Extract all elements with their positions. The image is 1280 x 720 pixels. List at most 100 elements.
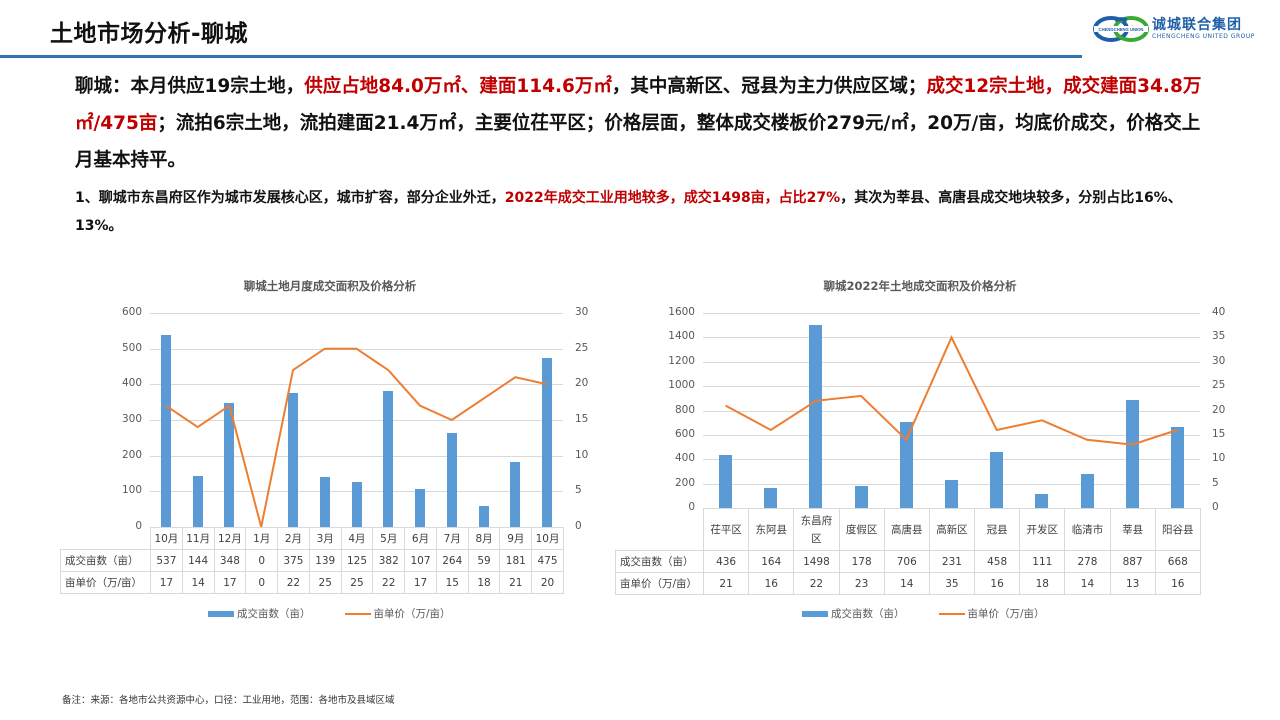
category-row: 10月 11月 12月 1月 2月 3月 4月 5月 6月 7月 8月 9月 10月	[60, 527, 564, 550]
value-cell: 436	[702, 550, 750, 573]
legend-item-area[interactable]: 成交亩数（亩）	[208, 606, 311, 621]
bar[interactable]	[224, 402, 235, 527]
value-cell: 348	[213, 549, 247, 572]
row-header: 亩单价（万/亩）	[615, 572, 704, 595]
interlocking-rings-logo-icon: CHENGCHENG UNION	[1093, 16, 1149, 42]
bar-swatch-icon	[802, 610, 828, 617]
bar[interactable]	[990, 452, 1004, 508]
value-cell: 178	[838, 550, 885, 573]
y-axis-tick-label: 0	[688, 501, 695, 513]
bar[interactable]	[1080, 474, 1094, 508]
value-cell: 125	[340, 549, 374, 572]
bar[interactable]	[542, 357, 553, 527]
category-cell: 东昌府区	[793, 508, 840, 551]
bar[interactable]	[764, 488, 778, 508]
value-cell: 475	[531, 549, 564, 572]
chart-legend: 成交亩数（亩） 亩单价（万/亩）	[208, 606, 479, 621]
value-cell: 21	[499, 571, 533, 594]
category-cell: 高新区	[928, 508, 976, 551]
gridline	[150, 455, 563, 457]
value-cell: 25	[308, 571, 342, 594]
value-cell: 14	[181, 571, 215, 594]
value-cell: 887	[1109, 550, 1156, 573]
gridline	[703, 459, 1200, 461]
page-title: 土地市场分析-聊城	[50, 21, 249, 47]
category-cell: 冠县	[974, 508, 1021, 551]
category-cell: 12月	[213, 527, 247, 550]
value-cell: 18	[467, 571, 501, 594]
value-cell: 59	[467, 549, 501, 572]
bar[interactable]	[319, 477, 330, 527]
bar-swatch-icon	[208, 610, 234, 617]
y2-axis-tick-label: 40	[1212, 306, 1226, 318]
bar[interactable]	[1170, 426, 1184, 508]
footnote: 备注：来源：各地市公共资源中心，口径：工业用地，范围：各地市及县域区域	[62, 695, 395, 706]
category-cell: 开发区	[1019, 508, 1066, 551]
row-header: 成交亩数（亩）	[60, 549, 151, 572]
value-cell: 35	[928, 572, 976, 595]
company-logo: CHENGCHENG UNION 诚城联合集团 CHENGCHENG UNITE…	[1092, 14, 1272, 46]
summary-highlight-supply: 供应占地84.0万㎡、建面114.6万㎡	[304, 76, 612, 97]
bar[interactable]	[415, 488, 426, 527]
row-header: 成交亩数（亩）	[615, 550, 704, 573]
value-cell: 111	[1019, 550, 1066, 573]
bar[interactable]	[719, 454, 733, 508]
gridline	[703, 361, 1200, 363]
value-cell: 18	[1019, 572, 1066, 595]
bar[interactable]	[287, 393, 298, 527]
note-text: 1、聊城市东昌府区作为城市发展核心区，城市扩容，部分企业外迁，	[75, 190, 505, 206]
line-swatch-icon	[344, 612, 371, 615]
value-cell: 22	[277, 571, 310, 594]
bar[interactable]	[1035, 494, 1049, 508]
bar[interactable]	[383, 390, 394, 527]
legend-item-price[interactable]: 亩单价（万/亩）	[344, 606, 451, 621]
price-row: 亩单价（万/亩） 17 14 17 0 22 25 25 22 17 15 18 21 20	[60, 571, 564, 594]
y2-axis-tick-label: 15	[1212, 427, 1226, 440]
category-cell: 2月	[277, 527, 310, 550]
bar[interactable]	[478, 505, 489, 527]
y-axis-tick-label: 600	[121, 306, 142, 318]
bar[interactable]	[192, 475, 203, 527]
bar[interactable]	[809, 325, 823, 508]
category-cell: 9月	[499, 527, 533, 550]
line-swatch-icon	[938, 612, 965, 615]
value-cell: 164	[748, 550, 795, 573]
y-axis-tick-label: 400	[121, 377, 142, 390]
bar[interactable]	[351, 482, 362, 527]
category-cell: 6月	[404, 527, 437, 550]
bar[interactable]	[899, 421, 913, 508]
category-cell: 8月	[467, 527, 501, 550]
category-cell: 4月	[340, 527, 374, 550]
value-cell: 17	[150, 571, 183, 594]
table-corner	[60, 527, 151, 550]
y2-axis-tick-label: 10	[1212, 452, 1226, 465]
value-cell: 278	[1064, 550, 1111, 573]
note-highlight: 2022年成交工业用地较多，成交1498亩，占比27%	[504, 190, 841, 206]
bar[interactable]	[510, 462, 521, 527]
legend-label: 亩单价（万/亩）	[373, 608, 451, 620]
price-line	[725, 335, 1178, 446]
category-cell: 茌平区	[702, 508, 750, 551]
y-axis-tick-label: 300	[121, 413, 142, 425]
bar[interactable]	[1125, 399, 1139, 508]
value-cell: 458	[974, 550, 1021, 573]
summary-text: 聊城：本月供应19宗土地，	[75, 76, 305, 97]
value-cell: 20	[531, 571, 564, 594]
category-cell: 度假区	[838, 508, 885, 551]
bar[interactable]	[854, 486, 868, 508]
legend-item-area[interactable]: 成交亩数（亩）	[802, 606, 905, 621]
category-cell: 高唐县	[883, 508, 930, 551]
value-cell: 668	[1154, 550, 1201, 573]
bar[interactable]	[945, 479, 958, 508]
gridline	[150, 420, 563, 421]
y-axis-tick-label: 600	[674, 427, 695, 440]
bar[interactable]	[446, 432, 457, 527]
value-cell: 375	[277, 549, 310, 572]
y2-axis-tick-label: 5	[1212, 476, 1219, 489]
legend-item-price[interactable]: 亩单价（万/亩）	[938, 606, 1045, 621]
value-cell: 14	[1064, 572, 1111, 595]
y-axis-tick-label: 1000	[668, 379, 695, 392]
value-cell: 16	[748, 572, 795, 595]
bar[interactable]	[160, 335, 171, 527]
value-cell: 17	[404, 571, 437, 594]
